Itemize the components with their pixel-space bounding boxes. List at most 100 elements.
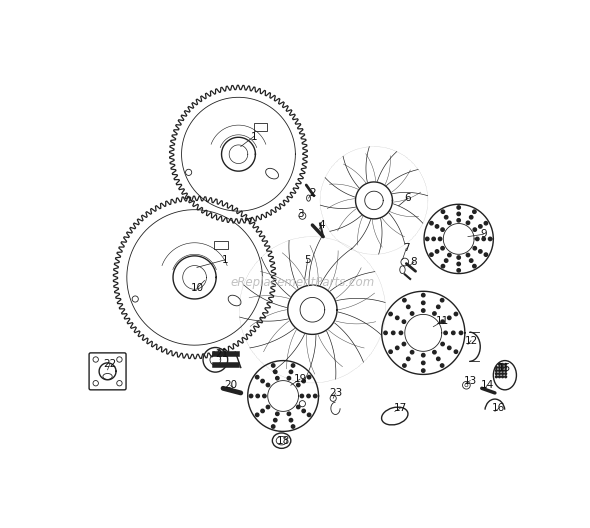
- Circle shape: [274, 419, 277, 422]
- Circle shape: [287, 376, 291, 380]
- Circle shape: [502, 373, 503, 374]
- Circle shape: [422, 301, 425, 305]
- Circle shape: [459, 331, 463, 335]
- Circle shape: [432, 351, 436, 354]
- Circle shape: [484, 253, 487, 256]
- Circle shape: [402, 342, 405, 346]
- Circle shape: [457, 269, 460, 272]
- Circle shape: [384, 331, 387, 335]
- Text: 21: 21: [215, 350, 228, 360]
- Circle shape: [441, 298, 444, 302]
- Circle shape: [432, 312, 436, 315]
- Circle shape: [457, 262, 460, 266]
- Circle shape: [255, 413, 259, 417]
- Text: 22: 22: [103, 359, 116, 369]
- Circle shape: [444, 215, 448, 219]
- Circle shape: [435, 250, 439, 253]
- Circle shape: [392, 331, 395, 335]
- Text: 1: 1: [251, 131, 257, 142]
- Circle shape: [496, 376, 497, 378]
- Circle shape: [502, 366, 503, 369]
- Circle shape: [389, 350, 392, 353]
- Circle shape: [437, 357, 440, 361]
- Circle shape: [504, 370, 507, 372]
- Text: 13: 13: [464, 375, 477, 385]
- Circle shape: [307, 394, 310, 398]
- Circle shape: [407, 357, 410, 361]
- Circle shape: [473, 265, 476, 268]
- Circle shape: [441, 342, 444, 346]
- Circle shape: [478, 225, 482, 228]
- Circle shape: [448, 253, 451, 257]
- Circle shape: [454, 350, 458, 353]
- Circle shape: [504, 363, 507, 365]
- Circle shape: [399, 331, 402, 335]
- Circle shape: [499, 370, 500, 372]
- Text: 4: 4: [319, 220, 325, 230]
- Circle shape: [448, 316, 451, 319]
- Circle shape: [307, 413, 311, 417]
- Circle shape: [250, 394, 253, 398]
- Text: 18: 18: [277, 436, 290, 446]
- Circle shape: [435, 225, 439, 228]
- Circle shape: [407, 305, 410, 308]
- Circle shape: [313, 394, 317, 398]
- Text: 23: 23: [329, 388, 342, 398]
- Circle shape: [444, 331, 447, 335]
- Circle shape: [266, 383, 270, 386]
- Circle shape: [476, 237, 479, 241]
- Text: 17: 17: [394, 403, 407, 413]
- Circle shape: [432, 237, 435, 241]
- Circle shape: [291, 425, 295, 428]
- Text: 7: 7: [403, 243, 409, 253]
- Circle shape: [502, 370, 503, 372]
- Circle shape: [266, 406, 270, 409]
- Circle shape: [502, 363, 503, 365]
- Circle shape: [411, 312, 414, 315]
- Circle shape: [289, 370, 293, 373]
- Circle shape: [297, 383, 300, 386]
- Circle shape: [499, 376, 500, 378]
- Circle shape: [261, 409, 264, 412]
- Circle shape: [441, 364, 444, 367]
- Circle shape: [271, 425, 275, 428]
- Circle shape: [484, 222, 487, 225]
- Circle shape: [466, 253, 470, 257]
- Circle shape: [470, 215, 473, 219]
- Text: 12: 12: [464, 336, 478, 345]
- Circle shape: [276, 412, 279, 416]
- Circle shape: [291, 364, 295, 367]
- Circle shape: [425, 237, 429, 241]
- Circle shape: [473, 228, 477, 231]
- Text: 2: 2: [309, 188, 316, 197]
- Text: 16: 16: [492, 403, 506, 413]
- Circle shape: [302, 409, 306, 412]
- Circle shape: [496, 373, 497, 374]
- Circle shape: [441, 228, 444, 231]
- Circle shape: [438, 237, 442, 241]
- Circle shape: [422, 309, 425, 312]
- Circle shape: [454, 312, 458, 316]
- Circle shape: [289, 419, 293, 422]
- Circle shape: [451, 331, 455, 335]
- Circle shape: [441, 320, 444, 323]
- Circle shape: [274, 370, 277, 373]
- Circle shape: [430, 222, 433, 225]
- Circle shape: [457, 206, 460, 209]
- Text: 9: 9: [480, 229, 487, 239]
- Circle shape: [307, 375, 311, 379]
- Text: 3: 3: [297, 209, 304, 219]
- Circle shape: [473, 210, 476, 213]
- Circle shape: [422, 294, 425, 297]
- Text: 19: 19: [293, 374, 307, 384]
- Circle shape: [297, 406, 300, 409]
- Text: 1: 1: [222, 254, 229, 265]
- Circle shape: [422, 354, 425, 357]
- Circle shape: [448, 346, 451, 350]
- Text: 10: 10: [191, 283, 204, 293]
- Text: 8: 8: [411, 257, 417, 267]
- Circle shape: [403, 364, 406, 367]
- Circle shape: [403, 298, 406, 302]
- Circle shape: [422, 361, 425, 365]
- Circle shape: [448, 221, 451, 224]
